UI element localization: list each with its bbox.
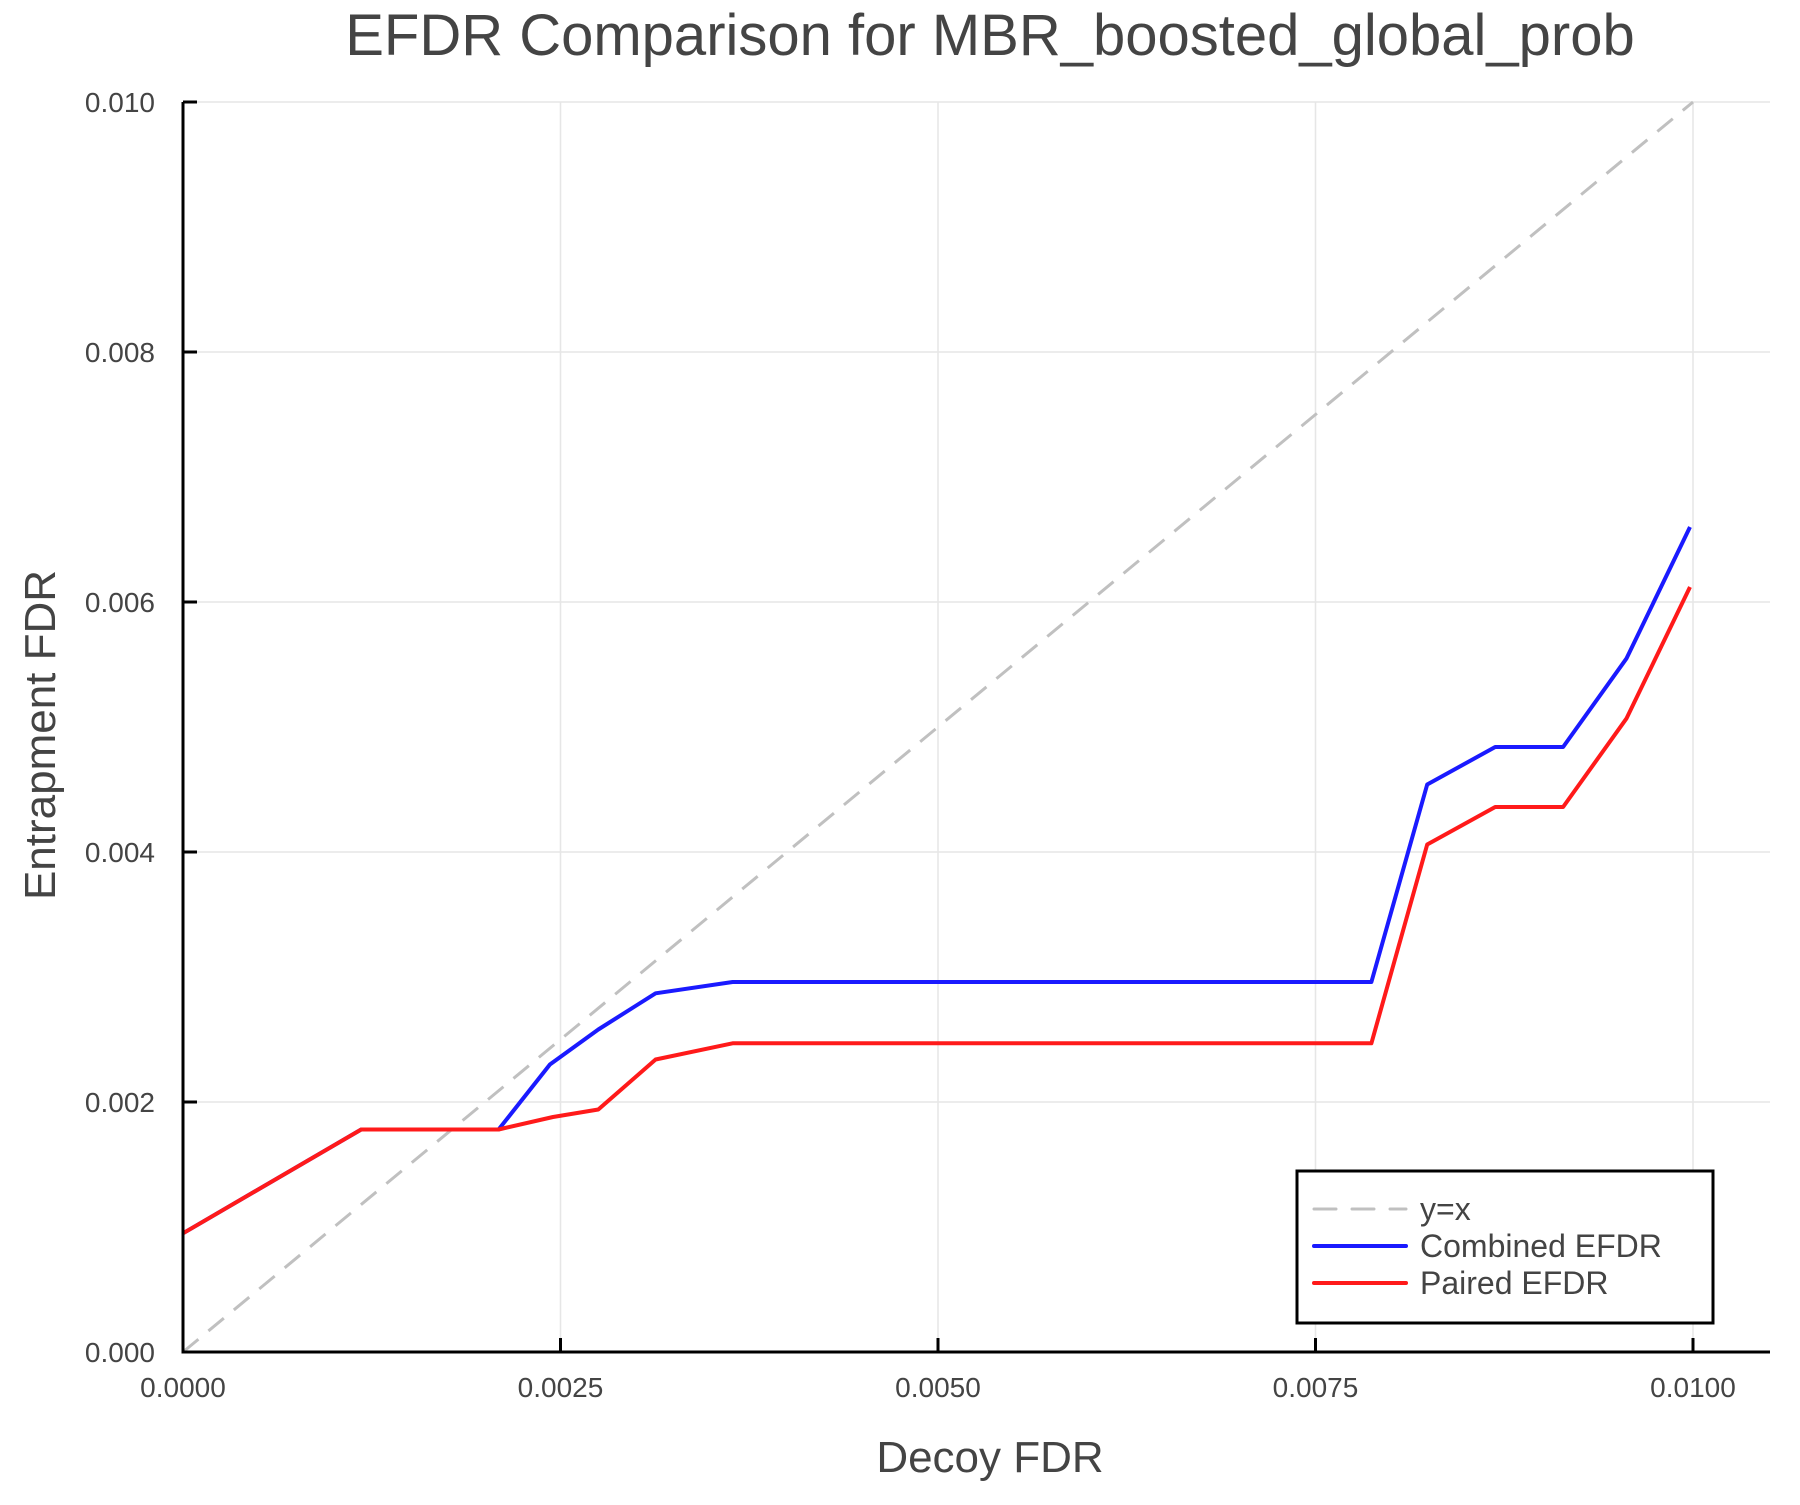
x-tick-label: 0.0000	[140, 1372, 226, 1403]
chart-title: EFDR Comparison for MBR_boosted_global_p…	[345, 3, 1635, 68]
y-tick-label: 0.000	[85, 1337, 155, 1368]
legend-label: Paired EFDR	[1420, 1265, 1609, 1301]
axes	[181, 100, 1770, 1354]
y-tick-label: 0.006	[85, 587, 155, 618]
series-y-x	[182, 100, 1694, 1354]
legend-label: Combined EFDR	[1420, 1228, 1662, 1264]
gridlines	[182, 101, 1770, 1353]
tick-labels: 0.0000 0.0025 0.0050 0.0075 0.0100 0.000 0.002…	[85, 87, 1736, 1403]
y-tick-label: 0.004	[85, 837, 155, 868]
y-tick-label: 0.008	[85, 337, 155, 368]
series-combined-efdr	[181, 526, 1692, 1236]
x-tick-label: 0.0025	[518, 1372, 604, 1403]
y-axis-label: Entrapment FDR	[16, 570, 65, 900]
legend-label: y=x	[1420, 1191, 1471, 1227]
y-tick-label: 0.010	[85, 87, 155, 118]
series-paired-efdr	[181, 586, 1692, 1236]
x-axis-label: Decoy FDR	[876, 1433, 1103, 1482]
series-lines	[181, 100, 1694, 1354]
x-tick-label: 0.0050	[895, 1372, 981, 1403]
x-tick-label: 0.0100	[1650, 1372, 1736, 1403]
y-tick-label: 0.002	[85, 1087, 155, 1118]
x-tick-label: 0.0075	[1273, 1372, 1359, 1403]
